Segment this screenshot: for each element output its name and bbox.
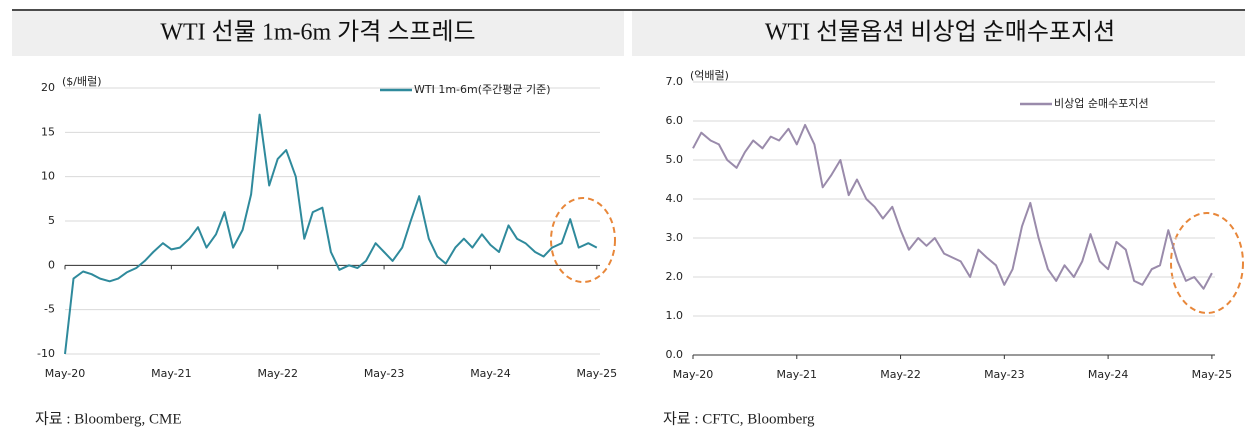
legend-label: WTI 1m-6m(주간평균 기준) [414,83,551,96]
y-tick-label: 4.0 [666,192,684,205]
y-tick-label: -10 [37,347,55,360]
x-tick-label: May-21 [151,367,192,380]
x-tick-label: May-23 [364,367,405,380]
y-tick-label: 15 [41,125,55,138]
y-tick-label: 5 [48,214,55,227]
highlight-ellipse [550,197,616,283]
y-tick-label: 0.0 [666,348,684,361]
x-tick-label: May-25 [577,367,618,380]
x-tick-label: May-22 [880,368,921,381]
x-tick-label: May-21 [777,368,818,381]
x-tick-label: May-20 [45,367,86,380]
chart-title: WTI 선물옵션 비상업 순매수포지션 [765,19,1115,46]
x-tick-label: May-24 [1088,368,1129,381]
y-tick-label: 3.0 [666,231,684,244]
title-band [12,11,624,56]
x-tick-label: May-23 [984,368,1025,381]
line-series [692,123,1213,290]
x-tick-label: May-20 [673,368,714,381]
x-tick-label: May-24 [470,367,511,380]
y-tick-label: 1.0 [666,309,684,322]
chart-title: WTI 선물 1m-6m 가격 스프레드 [160,19,475,46]
source-note: 자료 : CFTC, Bloomberg [663,410,815,427]
unit-label: (억배럴) [690,69,729,82]
y-tick-label: 20 [41,81,55,94]
y-tick-label: -5 [44,303,55,316]
y-tick-label: 7.0 [666,75,684,88]
line-series [64,113,598,355]
y-tick-label: 5.0 [666,153,684,166]
x-tick-label: May-25 [1192,368,1233,381]
highlight-ellipse [1170,212,1244,314]
unit-label: ($/배럴) [62,75,102,88]
legend-label: 비상업 순매수포지션 [1054,97,1149,110]
y-tick-label: 0 [48,258,55,271]
title-band [632,11,1245,56]
y-tick-label: 2.0 [666,270,684,283]
y-tick-label: 6.0 [666,114,684,127]
x-tick-label: May-22 [257,367,298,380]
y-tick-label: 10 [41,170,55,183]
source-note: 자료 : Bloomberg, CME [35,410,182,427]
